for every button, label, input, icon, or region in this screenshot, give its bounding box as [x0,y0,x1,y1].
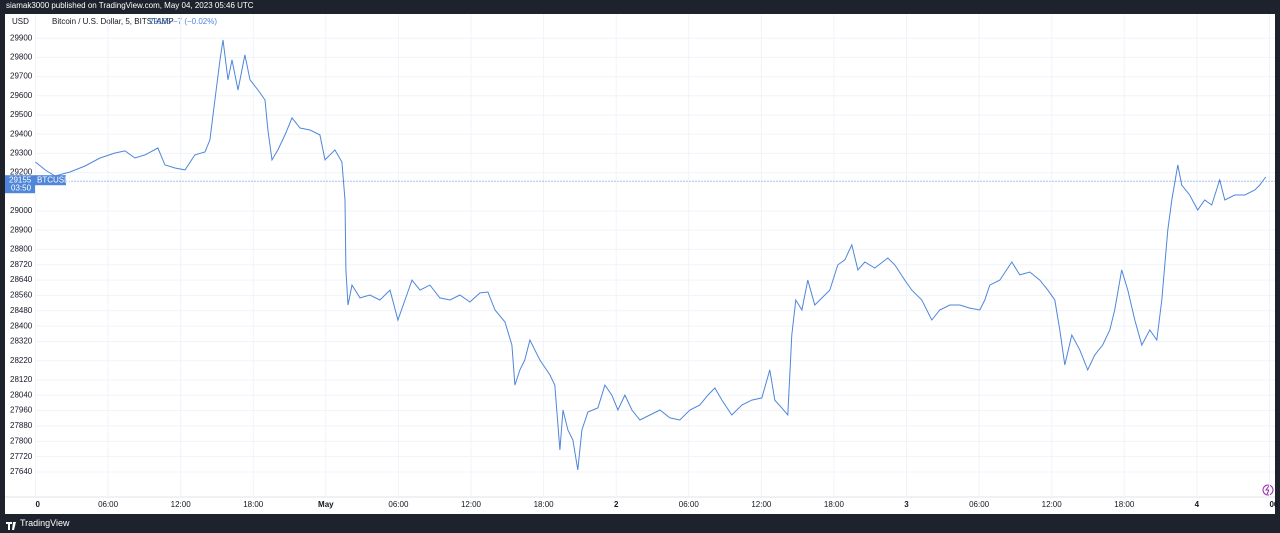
symbol-badge [35,175,66,186]
price-line [35,39,1267,470]
y-tick-label: 29400 [10,129,33,138]
x-tick-label: 06 [1269,500,1278,509]
y-tick-label: 28120 [10,375,33,384]
y-tick-label: 29700 [10,72,33,81]
y-tick-label: 28480 [10,306,33,315]
countdown: 03:50 [11,183,32,192]
y-tick-label: 29600 [10,91,33,100]
legend-price: 29155 [149,17,172,26]
y-tick-label: 29500 [10,110,33,119]
y-tick-label: 28900 [10,225,33,234]
x-tick-label: 12:00 [461,500,482,509]
x-tick-label: 06:00 [98,500,119,509]
lightning-icon[interactable] [1262,484,1274,496]
y-tick-label: 27800 [10,436,33,445]
y-tick-label: 27720 [10,452,33,461]
x-tick-label: 18:00 [824,500,845,509]
x-tick-label: 06:00 [388,500,409,509]
symbol-tag: BTCUSD [37,175,70,184]
y-tick-label: 27640 [10,467,33,476]
logo [6,522,16,530]
x-tick-label: 18:00 [1114,500,1135,509]
y-tick-label: 28800 [10,244,33,253]
publisher: siamak3000 published on TradingView.com,… [6,1,254,10]
legend-change: −7 (−0.02%) [173,17,217,26]
price-badge-label: 29155 [9,175,32,184]
y-tick-label: 28720 [10,260,33,269]
y-label: USD [12,17,29,26]
y-tick-label: 28040 [10,390,33,399]
y-tick-label: 29300 [10,148,33,157]
y-tick-label: 28400 [10,321,33,330]
x-tick-label: 06:00 [969,500,990,509]
y-tick-label: 29000 [10,206,33,215]
x-tick-label: 4 [1195,500,1200,509]
x-tick-label: 18:00 [534,500,555,509]
price-badge [5,175,35,194]
x-tick-label: May [318,500,334,509]
chart-bg [5,14,1275,514]
y-tick-label: 28560 [10,291,33,300]
legend: Bitcoin / U.S. Dollar, 5, BITSTAMP [52,17,174,26]
y-tick-label: 28640 [10,275,33,284]
y-tick-label: 29900 [10,33,33,42]
y-tick-label: 29200 [10,168,33,177]
x-tick-label: 2 [614,500,619,509]
brand: TradingView [20,518,70,528]
x-tick-label: 12:00 [751,500,772,509]
y-tick-label: 29800 [10,52,33,61]
y-tick-label: 28220 [10,356,33,365]
y-tick-label: 27880 [10,421,33,430]
y-tick-label: 27960 [10,406,33,415]
x-tick-label: 12:00 [171,500,192,509]
x-tick-label: 06:00 [679,500,700,509]
x-tick-label: 18:00 [243,500,264,509]
lightning [1265,485,1270,495]
y-tick-label: 28320 [10,337,33,346]
x-tick-label: 12:00 [1042,500,1063,509]
x-tick-label: 0 [36,500,41,509]
x-tick-label: 3 [904,500,909,509]
